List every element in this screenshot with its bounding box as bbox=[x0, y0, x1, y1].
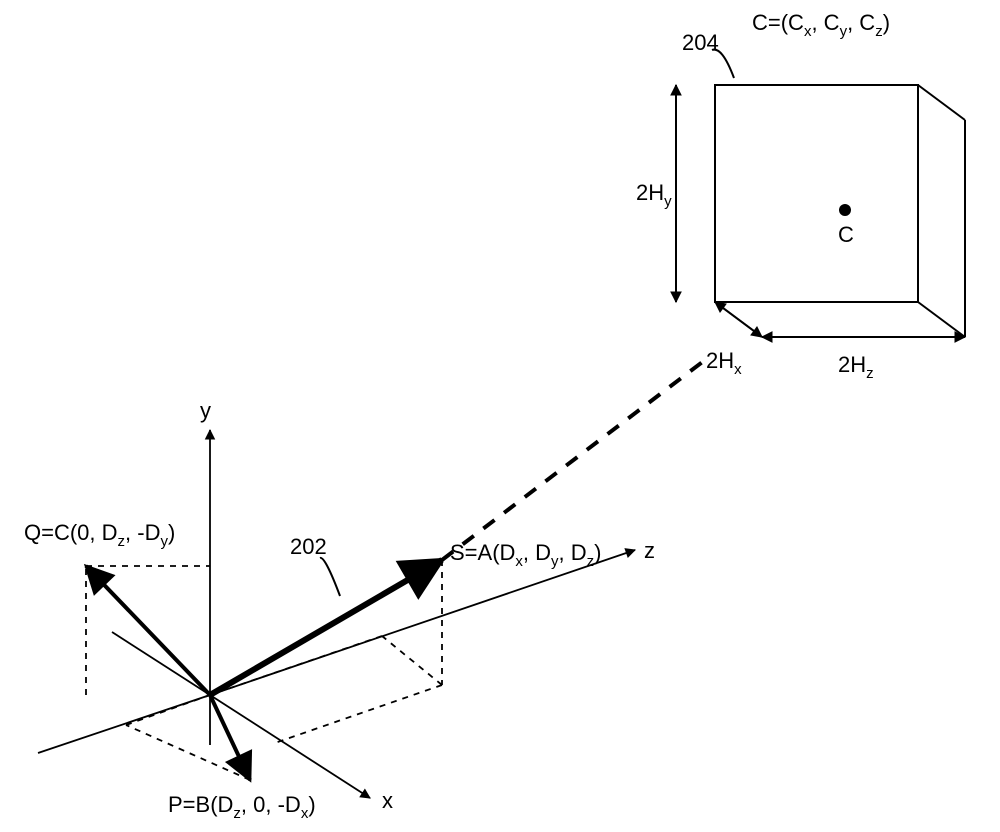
dim-2hz-label: 2Hz bbox=[838, 352, 874, 382]
cube-center-label: C bbox=[838, 222, 854, 247]
dim-2hy-label: 2Hy bbox=[636, 180, 672, 210]
vector-q-label: Q=C(0, Dz, -Dy) bbox=[24, 520, 175, 550]
vector-s-label: S=A(Dx, Dy, Dz) bbox=[450, 540, 602, 570]
cube-edge bbox=[918, 85, 965, 120]
z-axis-neg bbox=[38, 695, 210, 753]
cube-title: C=(Cx, Cy, Cz) bbox=[752, 10, 890, 40]
ref-204: 204 bbox=[682, 30, 719, 55]
cube-center-dot bbox=[839, 204, 851, 216]
guide-line bbox=[126, 725, 250, 780]
dim-2hx bbox=[715, 302, 762, 337]
vector-p-label: P=B(Dz, 0, -Dx) bbox=[168, 792, 316, 822]
dim-2hx-label: 2Hx bbox=[706, 348, 742, 378]
cube-edge bbox=[918, 302, 965, 337]
vector-q bbox=[86, 566, 210, 695]
ref-202: 202 bbox=[290, 534, 327, 559]
y-axis-label: y bbox=[200, 398, 211, 423]
cube-front bbox=[715, 85, 918, 302]
ray-to-cube bbox=[442, 360, 705, 560]
guide-line bbox=[382, 636, 442, 685]
guide-line bbox=[272, 685, 442, 744]
z-axis-label: z bbox=[644, 538, 655, 563]
ref-202-leader bbox=[320, 558, 340, 596]
x-axis-label: x bbox=[382, 788, 393, 813]
